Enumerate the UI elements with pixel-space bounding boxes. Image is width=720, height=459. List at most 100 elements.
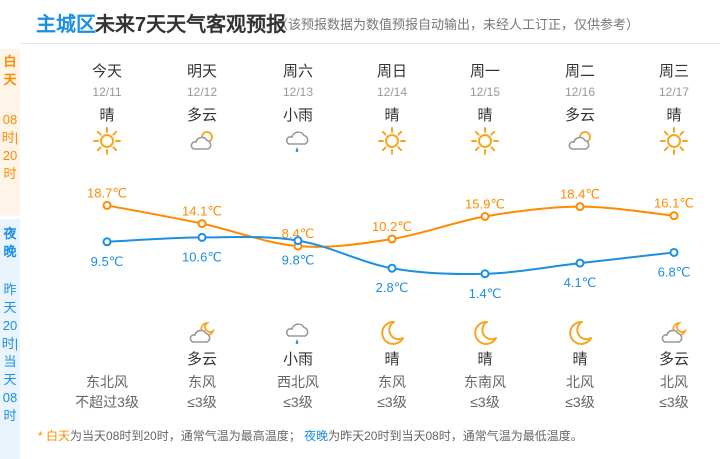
day-name: 周二 (564, 63, 595, 80)
day-temp-point (197, 219, 207, 229)
night-temp-label: 9.5℃ (91, 254, 124, 269)
forecast-day-4: 周一 12/15 晴 (437, 60, 533, 156)
day-weather: 晴 (99, 107, 115, 124)
page-header: 主城区 未来7天天气客观预报 （该预报数据为数值预报自动输出，未经人工订正，仅供… (0, 0, 720, 44)
wind-level: ≤3级 (377, 394, 407, 410)
day-temp-point (480, 211, 490, 221)
forecast-night-2: 小雨西北风 ≤3级 (250, 318, 346, 410)
day-date: 12/13 (282, 85, 314, 99)
moon-icon (470, 318, 500, 348)
forecast-note: （该预报数据为数值预报自动输出，未经人工订正，仅供参考） (275, 17, 640, 32)
night-temp-label: 9.8℃ (282, 253, 315, 268)
wind-direction: 东北风 (86, 374, 128, 390)
sun-icon (92, 126, 122, 156)
sun-icon (377, 126, 407, 156)
wind-direction: 北风 (566, 374, 594, 390)
night-temp-label: 1.4℃ (469, 286, 502, 301)
day-temp-point (575, 202, 585, 212)
light-rain-icon (283, 318, 313, 348)
day-name: 周一 (469, 63, 500, 80)
forecast-night-0: 东北风不超过3级 (59, 318, 155, 410)
night-temp-point (387, 263, 397, 273)
footer-night-text: 为昨天20时到当天08时，通常气温为最低温度。 (328, 429, 583, 443)
day-temp-label: 8.4℃ (282, 226, 315, 241)
night-weather: 多云 (658, 351, 689, 368)
night-temp-label: 6.8℃ (658, 264, 691, 279)
wind-level: ≤3级 (565, 394, 595, 410)
cloudy-icon (187, 126, 217, 156)
light-rain-icon (283, 126, 313, 156)
sidebar-night-label: 夜晚 (3, 226, 17, 259)
footer-day-word: 白天 (46, 429, 71, 443)
wind-direction: 北风 (660, 374, 688, 390)
wind-level: ≤3级 (470, 394, 500, 410)
sun-icon (659, 126, 689, 156)
night-temp-label: 4.1℃ (564, 275, 597, 290)
forecast-night-6: 多云北风 ≤3级 (626, 318, 720, 410)
wind-direction: 西北风 (277, 374, 319, 390)
day-temp-point (387, 234, 397, 244)
night-temp-label: 2.8℃ (376, 280, 409, 295)
forecast-night-5: 晴北风 ≤3级 (532, 318, 628, 410)
day-weather: 晴 (666, 107, 682, 124)
night-weather: 小雨 (282, 351, 313, 368)
sidebar-day-label: 白天 (3, 54, 17, 87)
forecast-night-4: 晴东南风 ≤3级 (437, 318, 533, 410)
sidebar-night-time: 昨天20时|当天08时 (1, 282, 19, 423)
day-name: 周三 (658, 63, 689, 80)
city-name: 主城区 (36, 14, 96, 36)
wind-level: ≤3级 (283, 394, 313, 410)
cloudy-night-icon (659, 318, 689, 348)
wind-level: 不超过3级 (75, 394, 139, 410)
day-date: 12/11 (92, 85, 122, 99)
day-temp-label: 18.7℃ (87, 185, 127, 200)
forecast-day-6: 周三 12/17 晴 (626, 60, 720, 156)
footer-night-word: 夜晚 (304, 429, 329, 443)
day-weather: 小雨 (282, 107, 313, 124)
wind-direction: 东南风 (464, 374, 506, 390)
footer-day-text: 为当天08时到20时，通常气温为最高温度； (70, 429, 301, 443)
day-date: 12/15 (469, 85, 501, 99)
forecast-day-2: 周六 12/13 小雨 (250, 60, 346, 156)
day-weather: 晴 (384, 107, 400, 124)
cloudy-icon (565, 126, 595, 156)
day-name: 周日 (376, 63, 407, 80)
day-temp-point (102, 200, 112, 210)
moon-icon (565, 318, 595, 348)
wind-level: ≤3级 (187, 394, 217, 410)
day-temp-label: 14.1℃ (182, 204, 222, 219)
header-divider (20, 43, 720, 44)
page-title: 未来7天天气客观预报 (95, 14, 287, 36)
cloudy-night-icon (187, 318, 217, 348)
day-weather: 多云 (186, 107, 217, 124)
forecast-night-3: 晴东风 ≤3级 (344, 318, 440, 410)
forecast-night-1: 多云东风 ≤3级 (154, 318, 250, 410)
day-temp-label: 10.2℃ (372, 219, 412, 234)
night-weather: 晴 (572, 351, 588, 368)
day-temp-label: 16.1℃ (654, 196, 694, 211)
day-temp-label: 18.4℃ (560, 187, 600, 202)
night-weather: 晴 (477, 351, 493, 368)
day-temp-label: 15.9℃ (465, 196, 505, 211)
night-weather: 多云 (186, 351, 217, 368)
wind-level: ≤3级 (659, 394, 689, 410)
footer-note: * 白天为当天08时到20时，通常气温为最高温度； 夜晚为昨天20时到当天08时… (38, 427, 583, 444)
day-date: 12/14 (376, 85, 408, 99)
sidebar-night: 夜晚 昨天20时|当天08时 (0, 219, 20, 459)
sidebar-day: 白天 08时|20时 (0, 49, 20, 216)
day-name: 今天 (91, 63, 122, 80)
day-weather: 晴 (477, 107, 493, 124)
wind-direction: 东风 (378, 374, 406, 390)
night-temp-point (197, 232, 207, 242)
night-temp-point (480, 269, 490, 279)
sun-icon (470, 126, 500, 156)
forecast-day-5: 周二 12/16 多云 (532, 60, 628, 156)
night-temp-point (575, 258, 585, 268)
night-temp-point (102, 237, 112, 247)
wind-direction: 东风 (188, 374, 216, 390)
sidebar-day-time: 08时|20时 (1, 112, 19, 181)
forecast-day-3: 周日 12/14 晴 (344, 60, 440, 156)
night-temp-label: 10.6℃ (182, 249, 222, 264)
day-date: 12/12 (186, 85, 218, 99)
